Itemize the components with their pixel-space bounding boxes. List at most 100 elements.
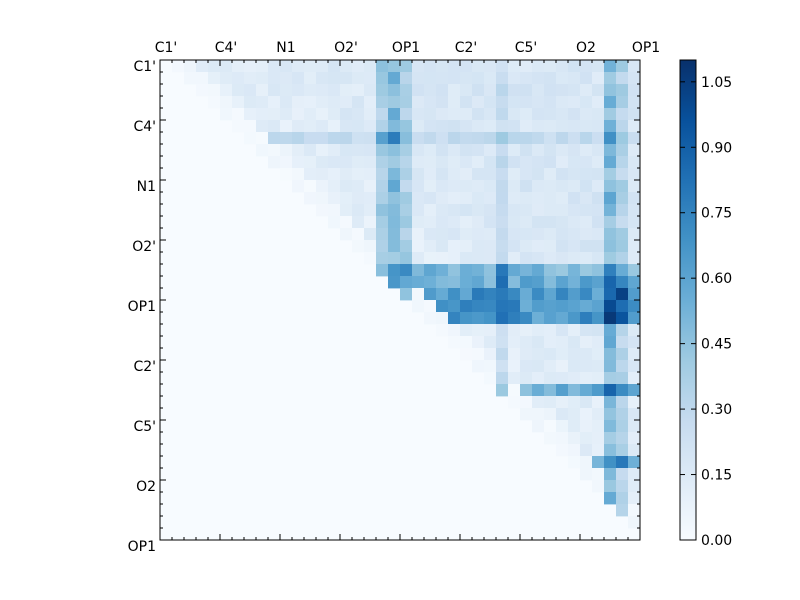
x-tick-label: OP1 bbox=[392, 40, 420, 56]
heatmap-cell bbox=[580, 132, 593, 145]
heatmap-cell bbox=[436, 300, 449, 313]
heatmap-cell bbox=[364, 252, 377, 265]
heatmap-cell bbox=[208, 72, 221, 85]
heatmap-cell bbox=[460, 156, 473, 169]
heatmap-cell bbox=[256, 84, 269, 97]
heatmap-cell bbox=[556, 216, 569, 229]
heatmap-cell bbox=[424, 84, 437, 97]
heatmap-cell bbox=[292, 120, 305, 133]
heatmap-cell bbox=[484, 180, 497, 193]
heatmap-cell bbox=[424, 156, 437, 169]
heatmap-cell bbox=[520, 120, 533, 133]
heatmap-cell bbox=[424, 192, 437, 205]
heatmap-cell bbox=[328, 168, 341, 181]
heatmap-cell bbox=[388, 108, 401, 121]
heatmap-cell bbox=[580, 84, 593, 97]
heatmap-cell bbox=[628, 492, 641, 505]
heatmap-cell bbox=[244, 132, 257, 145]
heatmap-cell bbox=[520, 204, 533, 217]
heatmap-cell bbox=[280, 84, 293, 97]
heatmap-cell bbox=[484, 276, 497, 289]
heatmap-cell bbox=[544, 300, 557, 313]
heatmap-cell bbox=[256, 72, 269, 85]
heatmap-cell bbox=[544, 120, 557, 133]
heatmap-cell bbox=[376, 60, 389, 73]
heatmap-cell bbox=[604, 264, 617, 277]
heatmap-cell bbox=[580, 444, 593, 457]
heatmap-cell bbox=[364, 168, 377, 181]
heatmap-cell bbox=[424, 144, 437, 157]
heatmap-cell bbox=[364, 192, 377, 205]
heatmap-cell bbox=[628, 132, 641, 145]
heatmap-cell bbox=[412, 276, 425, 289]
heatmap-cell bbox=[340, 180, 353, 193]
heatmap-cell bbox=[556, 420, 569, 433]
heatmap-cell bbox=[544, 216, 557, 229]
heatmap-cell bbox=[472, 156, 485, 169]
heatmap-cell bbox=[592, 480, 605, 493]
heatmap-cell bbox=[628, 192, 641, 205]
heatmap-cell bbox=[508, 228, 521, 241]
heatmap-cell bbox=[544, 372, 557, 385]
heatmap-cell bbox=[328, 60, 341, 73]
heatmap-cell bbox=[292, 144, 305, 157]
heatmap-cell bbox=[628, 456, 641, 469]
heatmap-cell bbox=[556, 108, 569, 121]
heatmap-cell bbox=[496, 336, 509, 349]
heatmap-cell bbox=[280, 144, 293, 157]
heatmap-cell bbox=[472, 108, 485, 121]
heatmap-cell bbox=[472, 288, 485, 301]
heatmap-cell bbox=[364, 96, 377, 109]
heatmap-cell bbox=[544, 84, 557, 97]
heatmap-cell bbox=[568, 156, 581, 169]
heatmap-cell bbox=[280, 168, 293, 181]
heatmap-cell bbox=[352, 240, 365, 253]
heatmap-cell bbox=[556, 348, 569, 361]
heatmap-cell bbox=[472, 336, 485, 349]
heatmap-cell bbox=[352, 72, 365, 85]
heatmap-cell bbox=[340, 192, 353, 205]
heatmap-cell bbox=[556, 444, 569, 457]
heatmap-cell bbox=[460, 264, 473, 277]
heatmap-cell bbox=[460, 108, 473, 121]
heatmap-cell bbox=[496, 60, 509, 73]
heatmap-cell bbox=[520, 300, 533, 313]
heatmap-cell bbox=[424, 180, 437, 193]
heatmap-cell bbox=[460, 324, 473, 337]
heatmap-cell bbox=[580, 180, 593, 193]
heatmap-cell bbox=[448, 276, 461, 289]
heatmap-cell bbox=[424, 264, 437, 277]
heatmap-cell bbox=[460, 192, 473, 205]
heatmap-cell bbox=[520, 336, 533, 349]
heatmap-cell bbox=[340, 132, 353, 145]
heatmap-cell bbox=[376, 72, 389, 85]
heatmap-cell bbox=[544, 144, 557, 157]
heatmap-cell bbox=[532, 360, 545, 373]
heatmap-cell bbox=[592, 216, 605, 229]
heatmap-cell bbox=[604, 96, 617, 109]
heatmap-cell bbox=[544, 324, 557, 337]
heatmap-cell bbox=[424, 204, 437, 217]
heatmap-cell bbox=[580, 372, 593, 385]
heatmap-cell bbox=[460, 336, 473, 349]
heatmap-cell bbox=[556, 192, 569, 205]
heatmap-cell bbox=[328, 216, 341, 229]
heatmap-cell bbox=[604, 420, 617, 433]
heatmap-cell bbox=[520, 240, 533, 253]
heatmap-cell bbox=[580, 264, 593, 277]
heatmap-cell bbox=[628, 72, 641, 85]
heatmap-cell bbox=[616, 300, 629, 313]
heatmap-cell bbox=[556, 252, 569, 265]
heatmap-cell bbox=[304, 156, 317, 169]
heatmap-cell bbox=[256, 144, 269, 157]
heatmap-cell bbox=[544, 168, 557, 181]
heatmap-cell bbox=[556, 360, 569, 373]
y-tick-label: OP1 bbox=[128, 299, 156, 315]
colorbar-tick-label: 0.15 bbox=[701, 468, 732, 484]
heatmap-cell bbox=[496, 372, 509, 385]
heatmap-cell bbox=[340, 156, 353, 169]
heatmap-cell bbox=[604, 60, 617, 73]
heatmap-cell bbox=[412, 288, 425, 301]
heatmap-cell bbox=[304, 96, 317, 109]
heatmap-cell bbox=[208, 96, 221, 109]
